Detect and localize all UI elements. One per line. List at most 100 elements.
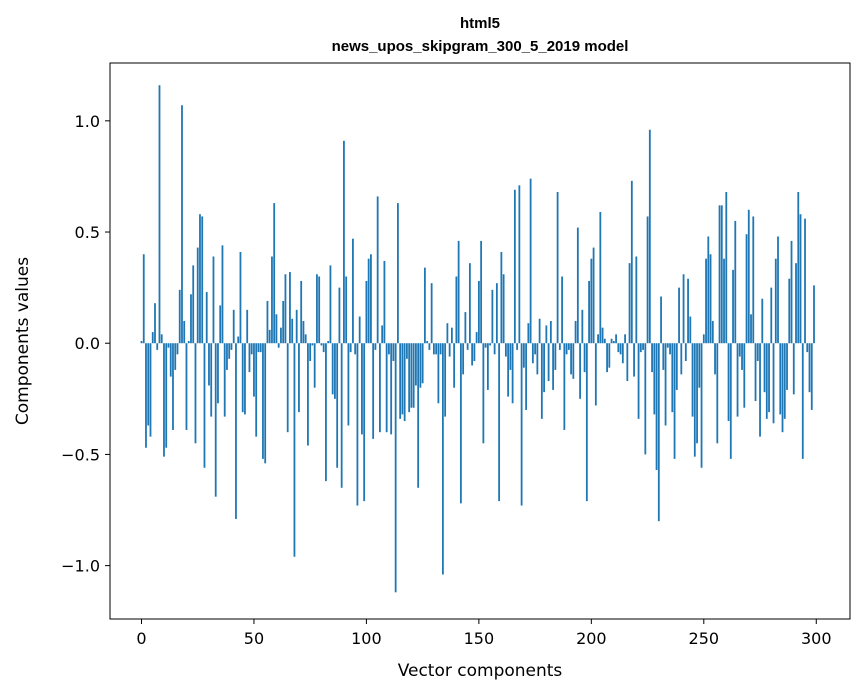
bar [711, 320, 714, 344]
bar [520, 343, 523, 506]
x-tick-label: 300 [801, 629, 832, 648]
bar [394, 343, 397, 593]
bar [291, 318, 294, 344]
bar [527, 323, 530, 344]
y-axis-ticks: 1.0 0.5 0.0 −0.5 −1.0 [61, 112, 110, 576]
bar [540, 343, 543, 419]
bar [770, 287, 773, 344]
bar [574, 320, 577, 344]
bar [525, 343, 528, 410]
bar [610, 338, 613, 344]
bar [232, 309, 235, 344]
plot-frame [109, 62, 851, 620]
bar [626, 343, 629, 382]
bar [194, 343, 197, 444]
bars-group [140, 85, 815, 593]
bar [639, 343, 642, 353]
bar [343, 140, 345, 344]
bar [268, 329, 271, 344]
bar [176, 343, 179, 355]
bar [280, 327, 282, 344]
bar [289, 272, 291, 344]
bar [531, 343, 534, 364]
bar [630, 180, 633, 344]
bar [705, 258, 707, 344]
bar [522, 343, 525, 368]
bar [217, 343, 219, 404]
bar [635, 256, 638, 344]
y-tick-label: −0.5 [61, 445, 100, 464]
bar [313, 343, 316, 388]
bar [459, 343, 462, 504]
bar [669, 343, 671, 355]
x-tick-label: 150 [464, 629, 495, 648]
y-tick-label: −1.0 [61, 557, 100, 576]
bar [160, 334, 163, 344]
bar [491, 289, 494, 344]
bar [340, 343, 343, 488]
bar [644, 343, 647, 455]
bar [320, 343, 323, 346]
bar [538, 318, 541, 344]
bar [435, 343, 438, 355]
bar [181, 105, 183, 344]
bar [633, 343, 635, 377]
bar [196, 247, 199, 344]
bar [169, 343, 172, 377]
bar [666, 343, 669, 348]
bar [484, 343, 487, 348]
bar [165, 343, 168, 448]
bar [392, 343, 395, 362]
bar [468, 263, 471, 344]
bar [205, 292, 208, 344]
bar [277, 343, 280, 348]
bar [444, 343, 447, 417]
bar [237, 336, 240, 344]
bar [363, 343, 366, 502]
bar [318, 276, 321, 344]
bar [761, 298, 764, 344]
bar [651, 343, 653, 373]
bar [406, 343, 408, 359]
bar [246, 309, 249, 344]
bar [792, 343, 795, 395]
bar [441, 343, 444, 575]
bar [743, 343, 746, 408]
bar [223, 343, 226, 417]
bar [455, 276, 458, 344]
bar [163, 343, 165, 457]
bar [727, 343, 730, 422]
bar [273, 203, 276, 344]
x-axis-ticks: 0 50 100 150 200 250 300 [136, 619, 832, 648]
bar [212, 256, 215, 344]
bar [723, 258, 725, 344]
chart-subtitle: news_upos_skipgram_300_5_2019 model [332, 38, 629, 55]
bar [453, 343, 456, 388]
bar [759, 343, 761, 437]
bar [534, 343, 537, 355]
x-tick-label: 0 [136, 629, 146, 648]
bar [464, 312, 467, 344]
bar [156, 343, 159, 350]
bar [648, 129, 651, 344]
bar [687, 278, 689, 344]
bar [736, 343, 739, 417]
bar [192, 265, 195, 344]
bar [498, 343, 501, 502]
bar [403, 343, 406, 422]
bar [190, 294, 192, 344]
bar [552, 343, 554, 390]
bar [257, 343, 260, 353]
bar [502, 274, 505, 344]
bar [250, 343, 253, 355]
bar [167, 343, 170, 348]
bar [547, 343, 550, 382]
bar [417, 343, 420, 488]
bar [381, 325, 384, 344]
bar [262, 343, 264, 459]
bar [410, 343, 413, 408]
bar [581, 309, 584, 344]
bar [259, 343, 262, 353]
bar [612, 341, 615, 344]
bar [295, 309, 298, 344]
